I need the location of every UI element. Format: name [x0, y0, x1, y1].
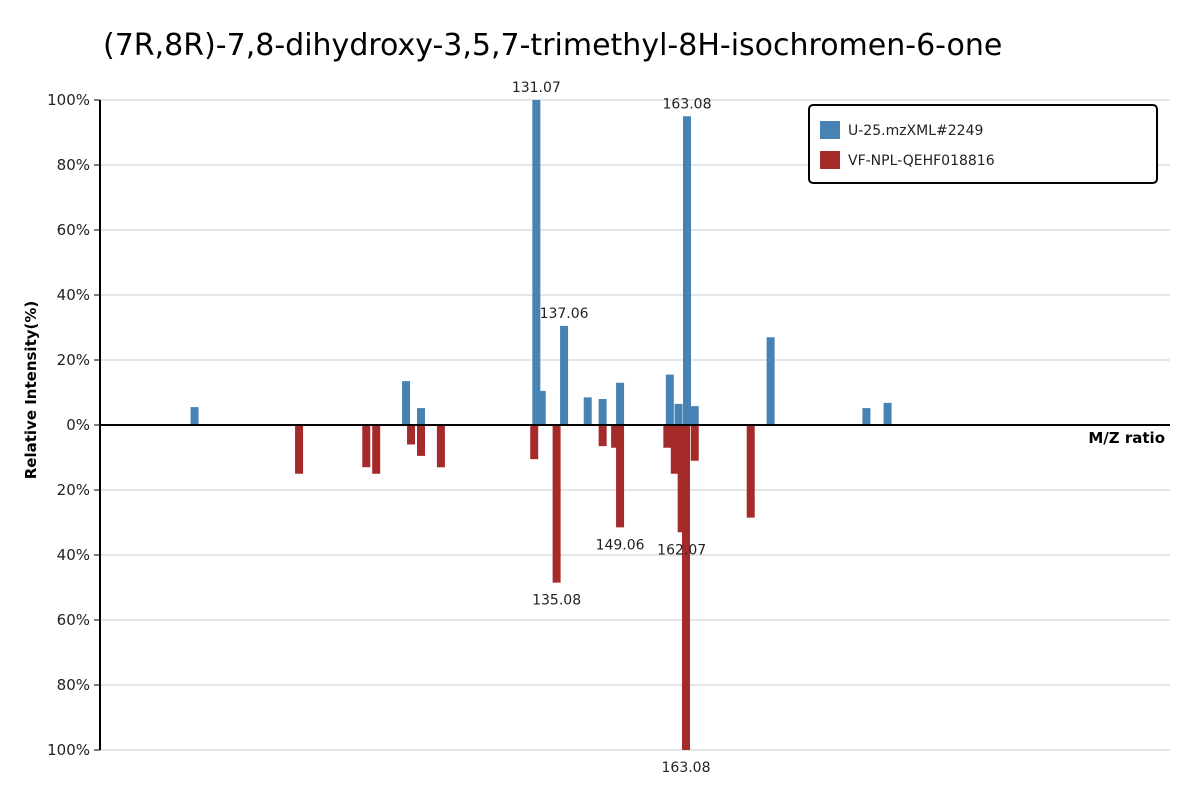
x-axis-title: M/Z ratio: [1088, 429, 1165, 447]
y-tick-label: 100%: [47, 741, 90, 759]
chart-title: (7R,8R)-7,8-dihydroxy-3,5,7-trimethyl-8H…: [103, 28, 1003, 63]
peak-label: 162.07: [657, 542, 706, 558]
peak-label: 163.08: [662, 760, 711, 776]
legend-swatch: [820, 121, 840, 139]
bottom-spectrum-bar[interactable]: [682, 425, 691, 750]
top-spectrum-bar[interactable]: [690, 406, 699, 425]
bottom-spectrum-bar[interactable]: [677, 425, 686, 533]
top-spectrum-bar[interactable]: [674, 403, 683, 425]
top-spectrum-bar[interactable]: [616, 382, 625, 425]
legend-label: U-25.mzXML#2249: [848, 123, 983, 139]
bars: [190, 100, 892, 750]
axes: 100% 80% 60% 40% 20% 0% 20% 40% 60% 80% 100%: [47, 91, 1170, 759]
legend-label: VF-NPL-QEHF018816: [848, 153, 995, 169]
y-tick-label: 80%: [57, 676, 90, 694]
top-spectrum-bar[interactable]: [883, 402, 892, 425]
top-spectrum-bar[interactable]: [560, 325, 569, 425]
top-spectrum-bar[interactable]: [598, 399, 607, 425]
top-spectrum-bar[interactable]: [190, 407, 199, 425]
top-spectrum-bar[interactable]: [665, 374, 674, 425]
grid-lines: [100, 99, 1170, 751]
bottom-spectrum-bar[interactable]: [616, 425, 625, 528]
y-tick-label: 40%: [57, 286, 90, 304]
bottom-spectrum-bar[interactable]: [690, 425, 699, 461]
y-tick-label: 100%: [47, 91, 90, 109]
bottom-spectrum-bar[interactable]: [530, 425, 539, 460]
bottom-spectrum-bar[interactable]: [670, 425, 679, 474]
legend-box: [808, 104, 1158, 184]
y-tick-label: 20%: [57, 481, 90, 499]
bottom-spectrum-bar[interactable]: [552, 425, 561, 583]
peak-label: 135.08: [532, 593, 581, 609]
bottom-spectrum-bar[interactable]: [407, 425, 416, 445]
y-axis-title: Relative Intensity(%): [22, 301, 40, 480]
bottom-spectrum-bar[interactable]: [362, 425, 371, 468]
top-spectrum-bar[interactable]: [532, 100, 541, 425]
bottom-spectrum-bar[interactable]: [417, 425, 425, 456]
top-spectrum-bar[interactable]: [583, 397, 592, 425]
top-spectrum-bar[interactable]: [417, 408, 425, 425]
top-spectrum-bar[interactable]: [862, 408, 871, 425]
y-tick-label: 40%: [57, 546, 90, 564]
y-tick-label: 80%: [57, 156, 90, 174]
bottom-spectrum-bar[interactable]: [746, 425, 755, 518]
legend: U-25.mzXML#2249 VF-NPL-QEHF018816: [808, 104, 1158, 184]
bottom-spectrum-bar[interactable]: [598, 425, 607, 447]
peak-label: 149.06: [596, 537, 645, 553]
bottom-spectrum-bar[interactable]: [663, 425, 672, 448]
bottom-spectrum-bar[interactable]: [372, 425, 381, 474]
legend-swatch: [820, 151, 840, 169]
peak-label: 163.08: [663, 96, 712, 112]
top-spectrum-bar[interactable]: [683, 116, 692, 425]
top-spectrum-bar[interactable]: [402, 381, 411, 425]
peak-label: 131.07: [512, 80, 561, 96]
peak-label: 137.06: [540, 306, 589, 322]
peak-labels: 131.07 137.06 163.08 135.08 149.06 162.07 163.…: [512, 80, 712, 776]
bottom-spectrum-bar[interactable]: [295, 425, 304, 474]
top-spectrum-bar[interactable]: [766, 337, 775, 425]
y-tick-label: 60%: [57, 221, 90, 239]
top-spectrum-bar[interactable]: [537, 390, 546, 425]
y-tick-label: 0%: [66, 416, 90, 434]
bottom-spectrum-bar[interactable]: [611, 425, 620, 448]
y-tick-label: 20%: [57, 351, 90, 369]
bottom-spectrum-bar[interactable]: [436, 425, 445, 468]
y-tick-label: 60%: [57, 611, 90, 629]
